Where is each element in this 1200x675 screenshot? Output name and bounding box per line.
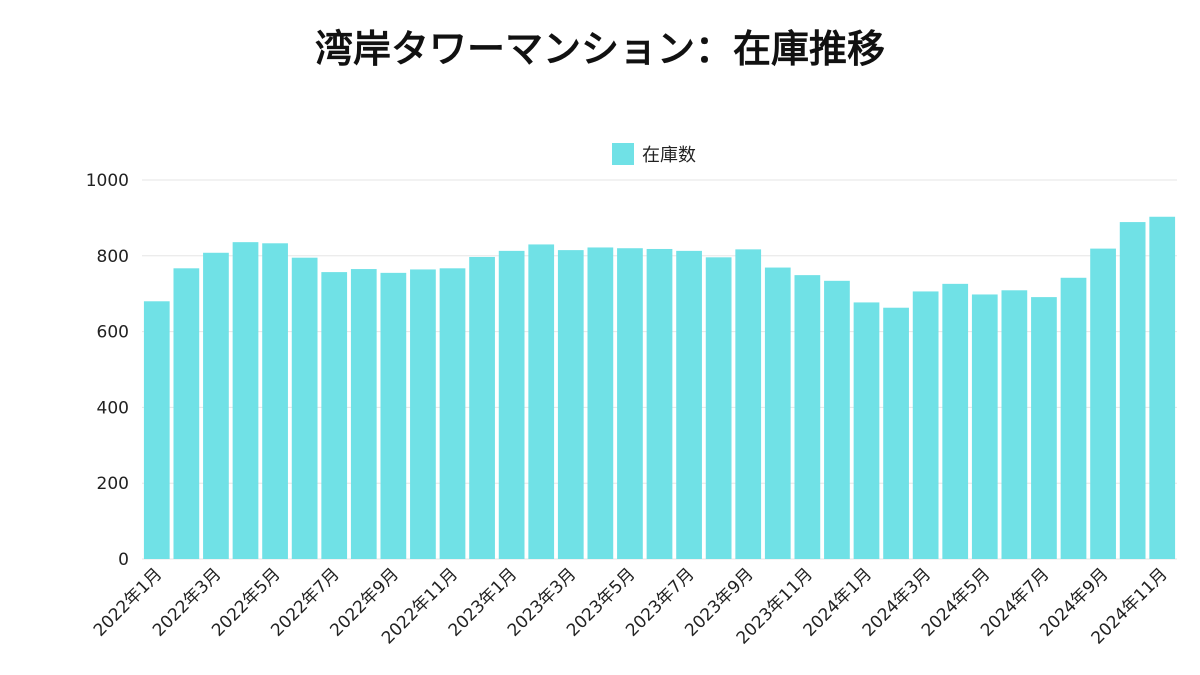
- bar[interactable]: [380, 272, 407, 559]
- bar[interactable]: [705, 257, 732, 559]
- bars: [143, 216, 1176, 560]
- legend-swatch: [612, 143, 634, 165]
- bar[interactable]: [971, 294, 998, 559]
- bar[interactable]: [942, 283, 969, 559]
- bar[interactable]: [410, 269, 436, 559]
- bar[interactable]: [1031, 297, 1057, 559]
- legend-label: 在庫数: [642, 145, 696, 166]
- y-tick-label: 600: [97, 323, 129, 343]
- bar[interactable]: [1090, 248, 1116, 559]
- bar[interactable]: [439, 268, 466, 559]
- bar[interactable]: [1060, 277, 1087, 559]
- bar[interactable]: [262, 243, 288, 560]
- y-axis: 0 200 400 600 800 1000: [86, 171, 129, 570]
- bar[interactable]: [912, 291, 939, 559]
- bar[interactable]: [557, 250, 584, 559]
- y-tick-label: 400: [97, 398, 129, 418]
- bar[interactable]: [321, 272, 348, 559]
- bar[interactable]: [528, 244, 555, 559]
- bar[interactable]: [853, 302, 880, 559]
- bar[interactable]: [232, 242, 259, 559]
- bar[interactable]: [617, 248, 643, 559]
- bar[interactable]: [587, 247, 614, 559]
- bar[interactable]: [173, 268, 200, 559]
- bar[interactable]: [764, 267, 791, 559]
- bar[interactable]: [203, 252, 229, 559]
- bar[interactable]: [1001, 290, 1028, 559]
- x-axis: 2022年1月2022年3月2022年5月2022年7月2022年9月2022年…: [90, 564, 1172, 648]
- bar[interactable]: [646, 248, 673, 560]
- bar[interactable]: [350, 269, 377, 559]
- legend[interactable]: 在庫数: [612, 141, 696, 167]
- y-tick-label: 0: [118, 550, 129, 570]
- y-tick-label: 800: [97, 247, 129, 267]
- bar[interactable]: [469, 256, 495, 559]
- bar[interactable]: [1119, 222, 1146, 559]
- bar[interactable]: [291, 257, 318, 559]
- bar[interactable]: [794, 275, 821, 559]
- bar[interactable]: [676, 250, 702, 559]
- bar[interactable]: [498, 250, 525, 559]
- bar[interactable]: [1149, 216, 1176, 559]
- y-tick-label: 1000: [86, 171, 129, 191]
- bar[interactable]: [824, 280, 850, 559]
- bar[interactable]: [883, 307, 909, 559]
- bar[interactable]: [143, 301, 170, 559]
- bar[interactable]: [735, 249, 762, 560]
- y-tick-label: 200: [97, 474, 129, 494]
- chart-title: 湾岸タワーマンション：在庫推移: [314, 27, 885, 71]
